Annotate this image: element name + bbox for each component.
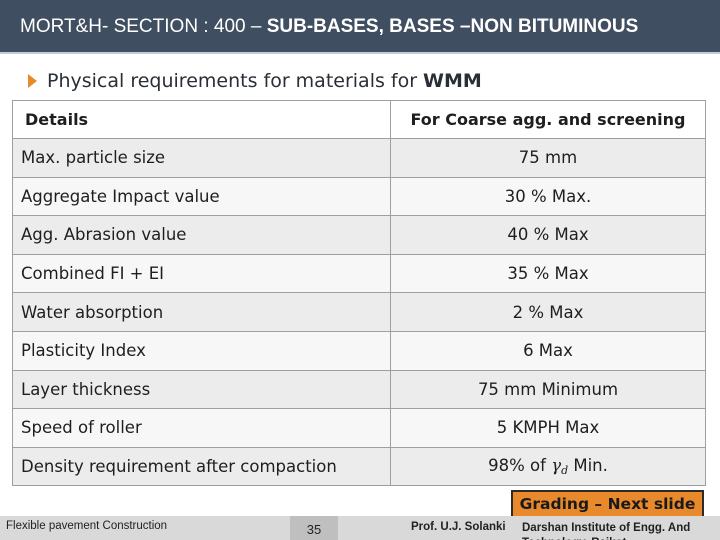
table-row: Speed of roller 5 KMPH Max — [12, 408, 706, 448]
row-detail: Density requirement after compaction — [12, 446, 391, 487]
header-details: Details — [12, 100, 391, 139]
row-detail: Water absorption — [12, 292, 391, 332]
row-detail: Agg. Abrasion value — [12, 215, 391, 255]
bullet-arrow-icon — [28, 74, 37, 88]
footer-author: Prof. U.J. Solanki — [411, 521, 506, 533]
table-row: Combined FI + EI 35 % Max — [12, 253, 706, 294]
table-row: Layer thickness 75 mm Minimum — [12, 369, 706, 410]
table-row: Water absorption 2 % Max — [12, 292, 706, 332]
table-row: Agg. Abrasion value 40 % Max — [12, 215, 706, 255]
subtitle-text: Physical requirements for materials for — [47, 70, 418, 92]
table-header-row: Details For Coarse agg. and screening — [12, 100, 706, 139]
gamma-subscript: d — [561, 464, 569, 478]
row-detail: Aggregate Impact value — [12, 176, 391, 217]
header-coarse-agg: For Coarse agg. and screening — [390, 100, 706, 139]
row-value: 30 % Max. — [390, 176, 706, 217]
slide-title-bold: SUB-BASES, BASES –NON BITUMINOUS — [266, 16, 639, 37]
row-value: 35 % Max — [390, 253, 706, 294]
row-value: 40 % Max — [390, 215, 706, 255]
row-detail: Layer thickness — [12, 369, 391, 410]
row-value: 5 KMPH Max — [390, 408, 706, 448]
page-number: 35 — [290, 516, 338, 540]
row-value: 6 Max — [390, 330, 706, 371]
row-value: 75 mm Minimum — [390, 369, 706, 410]
subtitle-bold: WMM — [423, 70, 482, 92]
density-prefix: 98% of — [488, 456, 546, 476]
slide-footer: Flexible pavement Construction 35 Prof. … — [0, 516, 720, 540]
table-row: Plasticity Index 6 Max — [12, 330, 706, 371]
row-detail: Plasticity Index — [12, 330, 391, 371]
gamma-symbol: γ — [551, 456, 562, 476]
footer-institute: Darshan Institute of Engg. And Technolog… — [522, 522, 691, 540]
requirements-table: Details For Coarse agg. and screening Ma… — [12, 100, 706, 487]
table-row-density: Density requirement after compaction 98%… — [12, 446, 706, 487]
row-detail: Combined FI + EI — [12, 253, 391, 294]
slide-title-bar: MORT&H- SECTION : 400 – SUB-BASES, BASES… — [0, 0, 720, 54]
density-value: 98% of γd Min. — [390, 446, 706, 487]
footer-course: Flexible pavement Construction — [6, 520, 168, 532]
grading-next-slide-box: Grading – Next slide — [511, 490, 704, 518]
row-detail: Speed of roller — [12, 408, 391, 448]
table-row: Aggregate Impact value 30 % Max. — [12, 176, 706, 217]
row-value: 75 mm — [390, 138, 706, 178]
row-value: 2 % Max — [390, 292, 706, 332]
density-suffix: Min. — [573, 456, 608, 476]
row-detail: Max. particle size — [12, 138, 391, 178]
slide-title-prefix: MORT&H- SECTION : 400 – — [20, 16, 267, 37]
slide-subtitle: Physical requirements for materials for … — [28, 67, 482, 95]
table-row: Max. particle size 75 mm — [12, 138, 706, 178]
